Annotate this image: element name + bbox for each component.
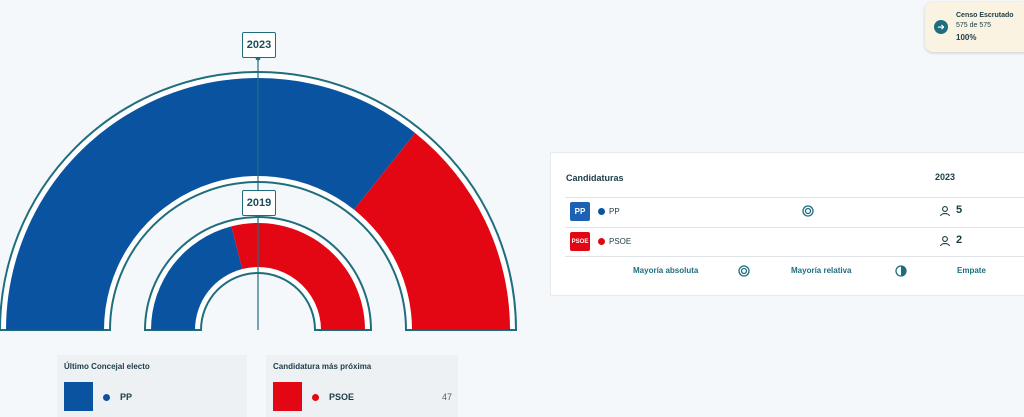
arrow-right-icon[interactable]: ➜ xyxy=(934,20,948,34)
legend-empate: Empate xyxy=(957,266,986,275)
party-name-pp: PP xyxy=(609,207,620,216)
party-name-psoe: PSOE xyxy=(609,237,632,246)
person-icon xyxy=(939,236,951,247)
candidatura-proxima-party: PSOE xyxy=(329,392,355,402)
candidatura-proxima-title: Candidatura más próxima xyxy=(273,362,372,371)
ultimo-concejal-party: PP xyxy=(120,392,133,402)
candidaturas-year: 2023 xyxy=(935,172,956,182)
candidaturas-title: Candidaturas xyxy=(566,173,624,183)
ultimo-concejal-dot xyxy=(103,394,110,401)
legend-mayoria-relativa: Mayoría relativa xyxy=(791,266,852,275)
candidate-row-psoe[interactable]: PSOE PSOE 2 xyxy=(565,227,1024,257)
candidatura-proxima-swatch xyxy=(273,382,302,411)
pp-logo-icon: PP xyxy=(570,202,590,221)
ultimo-concejal-card: Último Concejal electo PP xyxy=(57,355,247,417)
psoe-color-dot xyxy=(598,238,605,245)
arc-2019-psoe[interactable] xyxy=(231,223,365,330)
legend-mayoria-absoluta: Mayoría absoluta xyxy=(633,266,699,275)
arc-2023-pp[interactable] xyxy=(6,78,416,331)
person-icon xyxy=(939,206,951,217)
censo-title: Censo Escrutado xyxy=(956,12,1014,19)
seats-psoe: 2 xyxy=(956,234,963,246)
pp-color-dot xyxy=(598,208,605,215)
candidatura-proxima-votes: 47 xyxy=(441,392,452,402)
arc-2019-pp[interactable] xyxy=(151,226,243,330)
candidate-row-pp[interactable]: PP PP 5 xyxy=(565,197,1024,226)
seats-pp: 5 xyxy=(956,204,963,216)
ultimo-concejal-swatch xyxy=(64,382,93,411)
hemicycle-arcs xyxy=(0,71,518,331)
candidaturas-panel: Candidaturas 2023 PP PP 5 PSOE PSOE 2 Ma… xyxy=(550,152,1024,296)
arc-2023-psoe[interactable] xyxy=(354,132,510,330)
hemicycle-chart xyxy=(0,55,518,331)
absolute-majority-icon xyxy=(802,205,814,217)
censo-percent: 100% xyxy=(956,33,977,42)
psoe-logo-icon: PSOE xyxy=(570,232,590,251)
year-label-2019[interactable]: 2019 xyxy=(242,190,276,216)
censo-count: 575 de 575 xyxy=(956,22,992,29)
year-label-2023[interactable]: 2023 xyxy=(242,32,276,58)
relative-majority-icon xyxy=(895,265,907,277)
ultimo-concejal-title: Último Concejal electo xyxy=(64,362,150,371)
candidatura-proxima-dot xyxy=(312,394,319,401)
candidatura-proxima-card: Candidatura más próxima PSOE 47 xyxy=(266,355,458,417)
absolute-majority-icon xyxy=(738,265,750,277)
censo-escrutado-badge[interactable]: ➜ Censo Escrutado 575 de 575 100% xyxy=(925,2,1024,52)
